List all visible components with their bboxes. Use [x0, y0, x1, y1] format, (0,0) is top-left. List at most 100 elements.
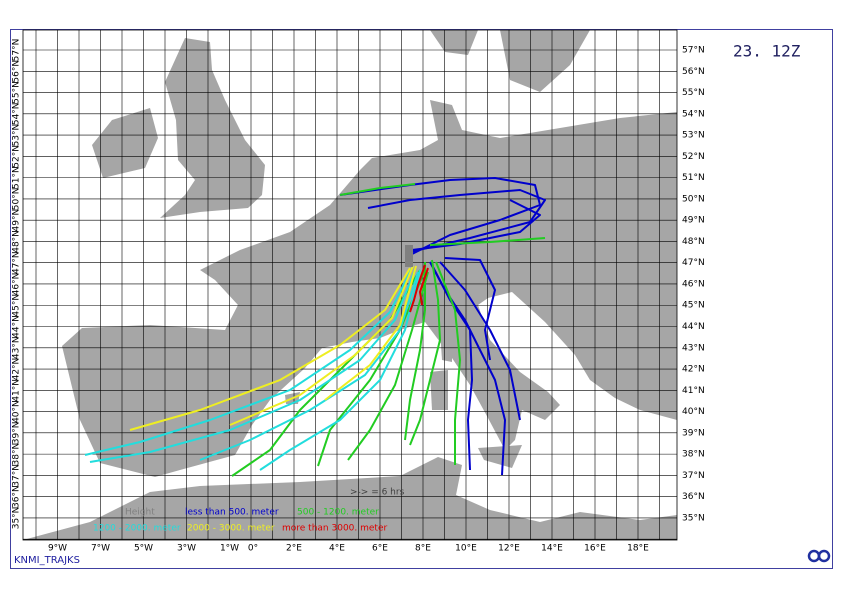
- longitude-label: 7°W: [91, 544, 110, 554]
- trajectory: [409, 264, 426, 313]
- latitude-label: 56°N: [682, 67, 705, 77]
- latitude-label-left: 48°N: [12, 230, 22, 253]
- latitude-label-left: 37°N: [12, 464, 22, 487]
- trajectory: [429, 237, 546, 246]
- longitude-label: 8°E: [415, 544, 431, 554]
- time-label: 23. 12Z: [733, 42, 801, 61]
- longitude-label: 1°W: [220, 544, 239, 554]
- trajectory: [347, 271, 429, 461]
- latitude-label: 47°N: [682, 258, 705, 268]
- latitude-label-left: 49°N: [12, 209, 22, 232]
- trajectory: [199, 271, 419, 461]
- latitude-label-left: 44°N: [12, 315, 22, 338]
- longitude-label: 16°E: [584, 544, 606, 554]
- origin-marker: [405, 245, 413, 267]
- latitude-label: 52°N: [682, 152, 705, 162]
- scale-note: >-> = 6 hrs: [350, 488, 405, 498]
- latitude-label: 48°N: [682, 237, 705, 247]
- latitude-label: 43°N: [682, 343, 705, 353]
- latitude-label: 39°N: [682, 428, 705, 438]
- latitude-label: 38°N: [682, 450, 705, 460]
- legend-item: 500 - 1200. meter: [297, 508, 379, 518]
- trajectory: [324, 265, 417, 401]
- longitude-label: 5°W: [134, 544, 153, 554]
- corsica: [440, 328, 452, 362]
- legend-item: more than 3000. meter: [282, 524, 387, 534]
- latitude-label: 45°N: [682, 301, 705, 311]
- trajectory: [259, 269, 421, 471]
- frame: [10, 29, 833, 569]
- trajectory: [229, 265, 414, 426]
- latitude-label-left: 56°N: [12, 60, 22, 83]
- latitude-label-left: 51°N: [12, 166, 22, 189]
- latitude-label: 42°N: [682, 365, 705, 375]
- latitude-label-left: 53°N: [12, 124, 22, 147]
- trajectory: [317, 269, 426, 467]
- great-britain: [160, 38, 265, 218]
- legend-item: less than 500. meter: [185, 508, 279, 518]
- latitude-label: 49°N: [682, 216, 705, 226]
- latitude-label-left: 39°N: [12, 422, 22, 445]
- trajectory: [435, 261, 461, 465]
- latitude-label-left: 55°N: [12, 81, 22, 104]
- scandinavia: [430, 30, 590, 92]
- longitude-label: 9°W: [48, 544, 67, 554]
- latitude-label-left: 50°N: [12, 188, 22, 211]
- longitude-label: 12°E: [498, 544, 520, 554]
- map-border: [22, 29, 678, 541]
- longitude-label: 6°E: [372, 544, 388, 554]
- trajectory: [89, 269, 416, 463]
- trajectory: [339, 183, 416, 196]
- longitude-label: 10°E: [455, 544, 477, 554]
- sardinia: [430, 370, 448, 410]
- trajectory: [431, 264, 473, 471]
- trajectory: [367, 189, 546, 253]
- trajectory: [84, 267, 413, 456]
- latitude-label: 53°N: [682, 131, 705, 141]
- land: [23, 30, 677, 540]
- latitude-label: 37°N: [682, 471, 705, 481]
- latitude-label-left: 42°N: [12, 358, 22, 381]
- longitude-label: 2°E: [286, 544, 302, 554]
- grid: [22, 29, 678, 541]
- latitude-label-left: 52°N: [12, 145, 22, 168]
- trajectory: [419, 267, 429, 306]
- trajectory: [409, 259, 441, 446]
- latitude-label-left: 45°N: [12, 294, 22, 317]
- latitude-label: 36°N: [682, 492, 705, 502]
- longitude-label: 4°E: [329, 544, 345, 554]
- longitude-label: 14°E: [541, 544, 563, 554]
- latitude-label-left: 41°N: [12, 379, 22, 402]
- trajectory: [404, 262, 426, 441]
- latitude-label-left: 38°N: [12, 443, 22, 466]
- latitude-label: 41°N: [682, 386, 705, 396]
- latitude-label: 46°N: [682, 279, 705, 289]
- latitude-label-left: 46°N: [12, 273, 22, 296]
- latitude-label: 57°N: [682, 46, 705, 56]
- trajectory: [129, 267, 411, 431]
- trajectory: [411, 199, 541, 251]
- latitude-label-left: 57°N: [12, 39, 22, 62]
- trajectories: [84, 177, 546, 477]
- latitude-label: 50°N: [682, 194, 705, 204]
- legend-title: Height: [125, 508, 155, 518]
- latitude-label: 40°N: [682, 407, 705, 417]
- latitude-label-left: 40°N: [12, 400, 22, 423]
- latitude-label: 51°N: [682, 173, 705, 183]
- legend-item: 2000 - 3000. meter: [187, 524, 275, 534]
- latitude-label-left: 54°N: [12, 102, 22, 125]
- longitude-label: 0°: [248, 544, 258, 554]
- legend: less than 500. meter 500 - 1200. meter 120…: [93, 508, 387, 534]
- latitude-label-left: 43°N: [12, 336, 22, 359]
- legend-item: 1200 - 2000. meter: [93, 524, 181, 534]
- latitude-label: 54°N: [682, 109, 705, 119]
- continent: [62, 100, 677, 477]
- ireland: [92, 108, 158, 178]
- latitude-label: 44°N: [682, 322, 705, 332]
- latitude-label-left: 47°N: [12, 251, 22, 274]
- trajectory: [444, 257, 496, 361]
- longitude-label: 3°W: [177, 544, 196, 554]
- latitude-label-left: 36°N: [12, 485, 22, 508]
- latitude-label-left: 35°N: [12, 507, 22, 530]
